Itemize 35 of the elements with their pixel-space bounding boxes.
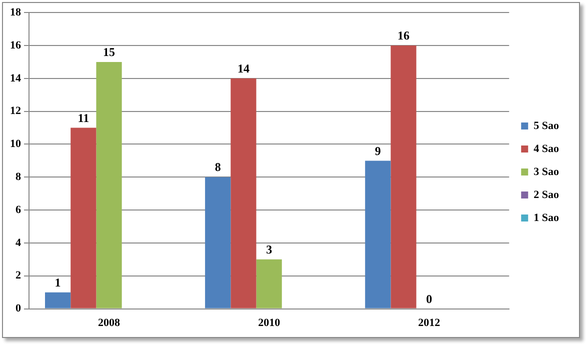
bar <box>205 177 231 308</box>
data-label: 0 <box>426 292 432 306</box>
bar <box>256 259 282 308</box>
legend-label: 2 Sao <box>534 188 560 201</box>
x-tick-label: 2010 <box>258 317 281 330</box>
x-tick-label: 2008 <box>98 317 121 330</box>
y-tick-label: 10 <box>10 138 22 150</box>
bar <box>390 46 416 308</box>
y-tick-label: 0 <box>16 302 22 315</box>
data-label: 15 <box>103 45 116 60</box>
data-label: 1 <box>54 275 61 290</box>
y-tick-label: 14 <box>10 72 22 84</box>
bar <box>365 160 391 308</box>
data-label: 11 <box>78 110 90 125</box>
bar <box>96 62 122 308</box>
legend-label: 5 Sao <box>534 120 560 132</box>
legend-label: 3 Sao <box>534 166 560 178</box>
x-tick-label: 2012 <box>418 317 441 330</box>
data-label: 9 <box>374 144 381 158</box>
data-label: 8 <box>214 160 221 174</box>
y-tick-label: 18 <box>10 6 22 18</box>
data-label: 16 <box>398 28 410 43</box>
bar <box>70 128 96 308</box>
y-tick-label: 4 <box>16 236 22 249</box>
y-tick-label: 2 <box>16 270 22 282</box>
legend-label: 1 Sao <box>534 212 560 224</box>
bar <box>230 78 256 308</box>
legend-label: 4 Sao <box>534 142 560 155</box>
y-tick-label: 6 <box>16 204 22 216</box>
y-tick-label: 16 <box>10 39 22 52</box>
data-label: 3 <box>266 242 272 257</box>
y-tick-label: 8 <box>16 171 22 183</box>
data-label: 14 <box>237 62 250 76</box>
bar <box>45 292 71 308</box>
y-tick-label: 12 <box>10 105 22 118</box>
